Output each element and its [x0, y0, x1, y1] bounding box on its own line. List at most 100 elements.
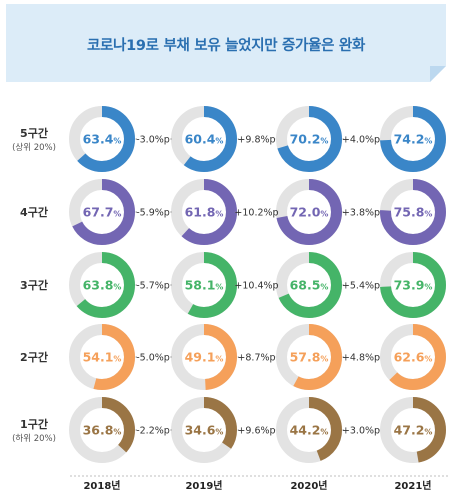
donut-value-number: 54.1	[83, 350, 114, 365]
change-label: +3.0%p	[342, 426, 380, 437]
donut-value-unit: %	[215, 283, 223, 292]
donut-segment	[380, 106, 446, 172]
change-label: +9.8%p	[237, 135, 275, 146]
donut-value-label: 67.7%	[83, 205, 122, 220]
row-label: 4구간	[20, 205, 48, 219]
donut-value-unit: %	[320, 283, 328, 292]
change-label: +9.6%p	[237, 426, 275, 437]
donut-value-label: 36.8%	[83, 423, 122, 438]
change-label: +3.8%p	[342, 208, 380, 219]
donut-value-number: 47.2	[394, 423, 425, 438]
change-label: -3.0%p	[136, 135, 170, 146]
donut-value-unit: %	[215, 428, 223, 437]
chart-title: 코로나19로 부채 보유 늘었지만 증가율은 완화	[86, 38, 366, 54]
donut-value-label: 72.0%	[290, 205, 329, 220]
donut-value-label: 63.8%	[83, 278, 122, 293]
row-label: 3구간	[20, 278, 48, 292]
donut-segment	[380, 324, 446, 390]
change-label: -5.9%p	[136, 208, 170, 219]
donut-value-unit: %	[424, 355, 432, 364]
donut-value-unit: %	[424, 283, 432, 292]
donut-value-unit: %	[113, 428, 121, 437]
donut-value-number: 62.6	[394, 350, 425, 365]
donut-value-label: 61.8%	[185, 205, 224, 220]
donut-value-unit: %	[113, 355, 121, 364]
donut-value-label: 73.9%	[394, 278, 433, 293]
donut-value-label: 68.5%	[290, 278, 329, 293]
donut-segment	[171, 106, 237, 172]
donut-segment	[276, 179, 342, 245]
donut-value-number: 72.0	[290, 205, 321, 220]
banner-shape	[6, 4, 446, 82]
change-label: +8.7%p	[237, 353, 275, 364]
donut-segment	[69, 179, 135, 245]
donut-value-number: 68.5	[290, 278, 321, 293]
donut-segment	[171, 397, 237, 463]
donut-value-label: 47.2%	[394, 423, 433, 438]
donut-value-label: 60.4%	[185, 132, 224, 147]
year-label: 2019년	[185, 479, 222, 492]
donut-segment	[69, 106, 135, 172]
donut-value-number: 63.8	[83, 278, 114, 293]
donut-segment	[69, 324, 135, 390]
donut-value-unit: %	[424, 137, 432, 146]
donut-value-unit: %	[215, 355, 223, 364]
donut-value-number: 49.1	[185, 350, 216, 365]
donut-value-label: 62.6%	[394, 350, 433, 365]
year-label: 2021년	[394, 479, 431, 492]
donut-value-number: 61.8	[185, 205, 216, 220]
donut-segment	[380, 397, 446, 463]
donut-value-unit: %	[320, 210, 328, 219]
donut-value-unit: %	[215, 210, 223, 219]
row-label: 5구간	[20, 126, 48, 140]
donut-segment	[171, 179, 237, 245]
donut-value-label: 75.8%	[394, 205, 433, 220]
donut-segment	[380, 252, 446, 318]
donut-value-label: 49.1%	[185, 350, 224, 365]
donut-value-number: 63.4	[83, 132, 114, 147]
change-label: +10.4%p	[234, 281, 278, 292]
row-label: 2구간	[20, 350, 48, 364]
donut-value-unit: %	[113, 283, 121, 292]
donut-value-number: 36.8	[83, 423, 114, 438]
donut-segment	[69, 252, 135, 318]
title-banner: 코로나19로 부채 보유 늘었지만 증가율은 완화	[6, 4, 446, 82]
donut-value-unit: %	[424, 428, 432, 437]
change-label: -5.7%p	[136, 281, 170, 292]
change-label: +5.4%p	[342, 281, 380, 292]
donut-segment	[69, 397, 135, 463]
donut-value-label: 58.1%	[185, 278, 224, 293]
donut-value-unit: %	[113, 210, 121, 219]
donut-value-unit: %	[320, 428, 328, 437]
donut-value-unit: %	[424, 210, 432, 219]
donut-value-number: 70.2	[290, 132, 321, 147]
donut-segment	[276, 252, 342, 318]
donut-value-number: 60.4	[185, 132, 216, 147]
donut-value-number: 74.2	[394, 132, 425, 147]
change-label: -5.0%p	[136, 353, 170, 364]
year-label: 2018년	[83, 479, 120, 492]
donut-value-label: 70.2%	[290, 132, 329, 147]
change-label: +4.0%p	[342, 135, 380, 146]
row-sublabel: (하위 20%)	[12, 433, 56, 444]
donut-value-unit: %	[113, 137, 121, 146]
change-label: +10.2%p	[234, 208, 278, 219]
change-label: -2.2%p	[136, 426, 170, 437]
donut-value-label: 34.6%	[185, 423, 224, 438]
donut-value-label: 54.1%	[83, 350, 122, 365]
donut-value-number: 73.9	[394, 278, 425, 293]
donut-value-number: 57.8	[290, 350, 321, 365]
donut-value-unit: %	[215, 137, 223, 146]
donut-segment	[380, 179, 446, 245]
donut-value-label: 74.2%	[394, 132, 433, 147]
row-label: 1구간	[20, 417, 48, 431]
donut-value-label: 63.4%	[83, 132, 122, 147]
donut-value-label: 44.2%	[290, 423, 329, 438]
change-label: +4.8%p	[342, 353, 380, 364]
donut-value-unit: %	[320, 137, 328, 146]
donut-segment	[276, 324, 342, 390]
donut-value-number: 75.8	[394, 205, 425, 220]
donut-value-unit: %	[320, 355, 328, 364]
donut-value-number: 67.7	[83, 205, 114, 220]
